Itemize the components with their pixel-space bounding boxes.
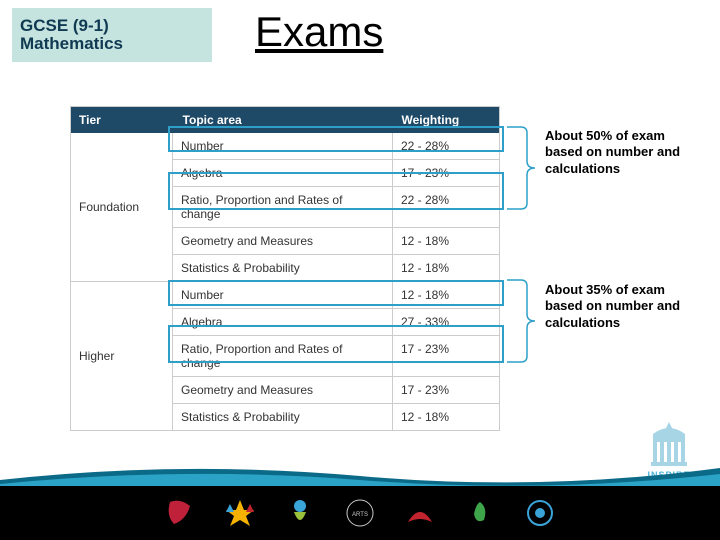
table-section: FoundationNumber22 - 28%Algebra17 - 23%R… — [71, 133, 499, 282]
weight-cell: 12 - 18% — [393, 282, 499, 308]
table-row: Algebra27 - 33% — [173, 309, 499, 336]
weight-cell: 12 - 18% — [393, 228, 499, 254]
logo-1 — [159, 494, 201, 532]
logo-healthy — [279, 494, 321, 532]
weight-cell: 12 - 18% — [393, 404, 499, 430]
table-row: Ratio, Proportion and Rates of change22 … — [173, 187, 499, 228]
weight-cell: 27 - 33% — [393, 309, 499, 335]
topic-cell: Number — [173, 133, 393, 159]
weight-cell: 17 - 23% — [393, 336, 499, 376]
weight-cell: 17 - 23% — [393, 377, 499, 403]
weight-cell: 22 - 28% — [393, 133, 499, 159]
topic-cell: Number — [173, 282, 393, 308]
table-section: HigherNumber12 - 18%Algebra27 - 33%Ratio… — [71, 282, 499, 430]
weight-cell: 12 - 18% — [393, 255, 499, 281]
topic-cell: Ratio, Proportion and Rates of change — [173, 336, 393, 376]
weight-cell: 17 - 23% — [393, 160, 499, 186]
annotation-note: About 35% of exam based on number and ca… — [545, 282, 695, 331]
bracket-icon — [505, 278, 541, 364]
table-row: Geometry and Measures12 - 18% — [173, 228, 499, 255]
table-row: Geometry and Measures17 - 23% — [173, 377, 499, 404]
logo-7 — [519, 494, 561, 532]
table-row: Statistics & Probability12 - 18% — [173, 255, 499, 282]
logo-eco — [459, 494, 501, 532]
weighting-table: Tier Topic area Weighting FoundationNumb… — [70, 106, 500, 431]
topic-cell: Ratio, Proportion and Rates of change — [173, 187, 393, 227]
topic-cell: Statistics & Probability — [173, 404, 393, 430]
header-topic: Topic area — [175, 107, 394, 133]
logo-arts: ARTS — [339, 494, 381, 532]
tier-cell: Foundation — [71, 133, 173, 282]
table-row: Number12 - 18% — [173, 282, 499, 309]
badge-line1: GCSE (9-1) — [20, 16, 212, 36]
topic-cell: Geometry and Measures — [173, 377, 393, 403]
tier-cell: Higher — [71, 282, 173, 430]
table-header: Tier Topic area Weighting — [71, 107, 499, 133]
topic-cell: Geometry and Measures — [173, 228, 393, 254]
logo-ssat — [219, 494, 261, 532]
page-title: Exams — [255, 8, 383, 56]
gcse-badge: GCSE (9-1) Mathematics — [12, 8, 212, 62]
topic-cell: Algebra — [173, 309, 393, 335]
svg-text:ARTS: ARTS — [352, 512, 368, 518]
table-row: Algebra17 - 23% — [173, 160, 499, 187]
header-weight: Weighting — [393, 107, 499, 133]
topic-cell: Statistics & Probability — [173, 255, 393, 281]
header-tier: Tier — [71, 107, 175, 133]
weight-cell: 22 - 28% — [393, 187, 499, 227]
topic-cell: Algebra — [173, 160, 393, 186]
logo-sport — [399, 494, 441, 532]
table-row: Ratio, Proportion and Rates of change17 … — [173, 336, 499, 377]
bracket-icon — [505, 125, 541, 211]
table-row: Number22 - 28% — [173, 133, 499, 160]
annotation-note: About 50% of exam based on number and ca… — [545, 128, 695, 177]
footer-logos: ARTS — [0, 486, 720, 540]
badge-line2: Mathematics — [20, 34, 212, 54]
table-row: Statistics & Probability12 - 18% — [173, 404, 499, 430]
